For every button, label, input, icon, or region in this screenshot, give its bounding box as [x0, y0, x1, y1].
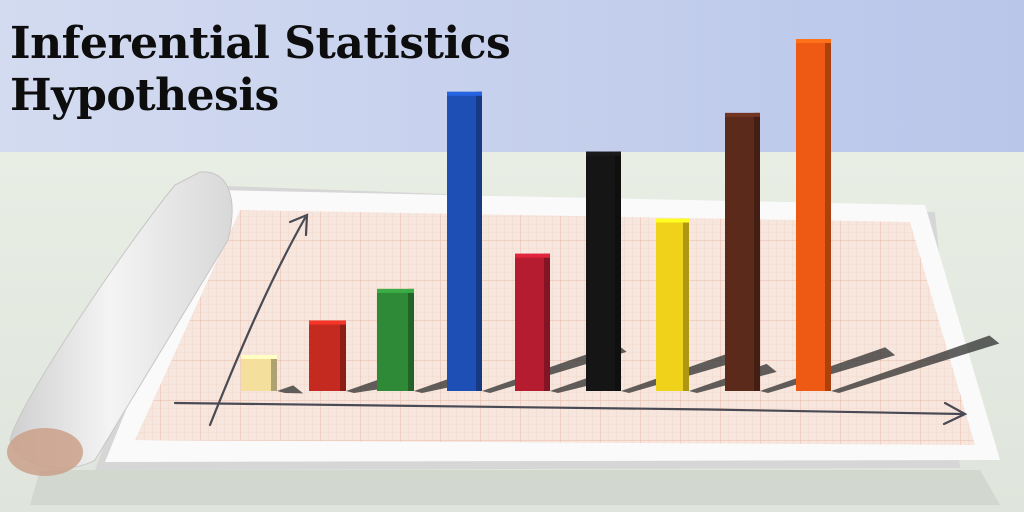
color-block: [309, 320, 346, 391]
color-block-side: [476, 91, 482, 392]
color-block-top: [241, 355, 277, 359]
color-block-top: [656, 218, 689, 223]
color-block-top: [309, 320, 346, 325]
color-block-side: [683, 218, 689, 391]
y-axis-arrowhead: [288, 213, 309, 237]
block-shadow: [831, 335, 1000, 393]
page-roll-end: [7, 428, 83, 476]
wall-background: [0, 0, 1024, 152]
book-shadow: [30, 470, 1000, 505]
color-block: [377, 288, 414, 391]
color-block-side: [408, 288, 414, 391]
x-axis-arrowhead: [942, 401, 968, 426]
graph-paper-grid-lines: [135, 210, 975, 445]
color-block-top: [447, 91, 482, 96]
color-block-top: [515, 253, 550, 258]
color-block-side: [271, 355, 277, 391]
color-block-side: [825, 39, 831, 391]
axes: [173, 213, 968, 427]
title-line-1: Inferential Statistics: [10, 18, 511, 69]
color-block-side: [340, 320, 346, 391]
block-bars: [241, 39, 831, 392]
color-block-top: [586, 151, 621, 156]
block-shadow: [277, 385, 304, 394]
color-block-top: [377, 288, 414, 293]
color-block-side: [754, 112, 760, 392]
x-axis-arrow: [173, 401, 964, 416]
title-line-2: Hypothesis: [10, 70, 279, 121]
y-axis-arrow: [208, 216, 307, 427]
page-title: Inferential Statistics Hypothesis: [10, 18, 511, 122]
color-block-top: [725, 112, 760, 117]
color-block-side: [544, 253, 550, 391]
color-block-top: [796, 39, 831, 43]
color-block-side: [615, 151, 621, 391]
